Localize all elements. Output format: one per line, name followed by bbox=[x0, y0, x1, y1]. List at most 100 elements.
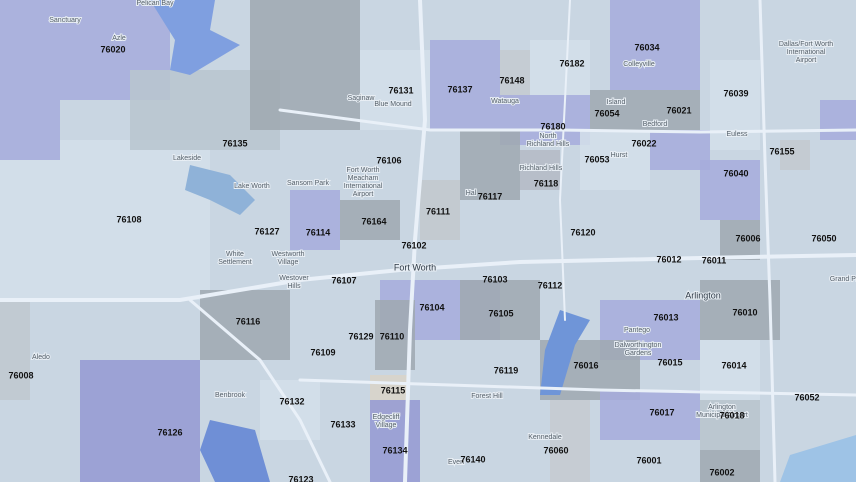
zip-label: 76011 bbox=[702, 255, 727, 265]
zip-region bbox=[820, 100, 856, 140]
zip-label: 76115 bbox=[381, 385, 406, 395]
place-label: Westworth bbox=[272, 251, 305, 258]
zip-region bbox=[600, 390, 700, 440]
place-label: Saginaw bbox=[348, 95, 376, 102]
zip-label: 76018 bbox=[719, 410, 744, 420]
zip-label: 76001 bbox=[636, 455, 661, 465]
zip-label: 76012 bbox=[656, 254, 681, 264]
place-label: Grand Pr bbox=[830, 276, 856, 283]
place-label: Sanctuary bbox=[49, 17, 81, 24]
place-label: Village bbox=[376, 422, 397, 429]
place-label: Colleyville bbox=[623, 61, 655, 68]
place-label: Watauga bbox=[491, 98, 519, 105]
zip-label: 76182 bbox=[559, 58, 584, 68]
zip-region bbox=[460, 130, 520, 200]
place-label: Richland Hills bbox=[520, 165, 563, 172]
place-label: Sansom Park bbox=[287, 180, 330, 187]
zip-label: 76020 bbox=[100, 44, 125, 54]
zip-label: 76126 bbox=[157, 427, 182, 437]
zip-region bbox=[710, 60, 760, 150]
zip-label: 76148 bbox=[499, 75, 524, 85]
zip-label: 76008 bbox=[8, 370, 33, 380]
zip-label: 76129 bbox=[348, 331, 373, 341]
place-label: Airport bbox=[353, 191, 374, 198]
road bbox=[403, 0, 428, 482]
zip-region bbox=[360, 50, 430, 130]
zip-label: 76103 bbox=[482, 274, 507, 284]
zip-label: 76040 bbox=[723, 168, 748, 178]
zip-region bbox=[420, 180, 460, 240]
zip-label: 76117 bbox=[478, 191, 503, 201]
city-label: Fort Worth bbox=[394, 262, 436, 272]
place-label: Aledo bbox=[32, 354, 50, 361]
zip-label: 76017 bbox=[649, 407, 674, 417]
zip-label: 76102 bbox=[401, 240, 426, 250]
zip-region bbox=[260, 380, 320, 440]
zip-label: 76050 bbox=[811, 233, 836, 243]
place-label: Azle bbox=[112, 35, 126, 42]
zip-region bbox=[700, 280, 780, 340]
zip-label: 76039 bbox=[723, 88, 748, 98]
zip-label: 76123 bbox=[288, 474, 313, 482]
road bbox=[188, 298, 332, 482]
road bbox=[758, 0, 777, 482]
zip-label: 76164 bbox=[361, 216, 386, 226]
place-label: Settlement bbox=[218, 259, 252, 266]
eagle-mountain-lake bbox=[150, 0, 240, 75]
zip-label: 76107 bbox=[331, 275, 356, 285]
zip-region bbox=[700, 450, 760, 482]
place-label: Edgecliff bbox=[373, 414, 400, 421]
zip-region bbox=[780, 140, 810, 170]
place-label: Forest Hill bbox=[471, 393, 503, 400]
zip-label: 76015 bbox=[657, 357, 682, 367]
place-label: Hurst bbox=[611, 152, 628, 159]
zip-region bbox=[0, 160, 60, 300]
place-label: North bbox=[539, 133, 556, 140]
zip-label: 76022 bbox=[631, 138, 656, 148]
place-label: International bbox=[344, 183, 383, 190]
road bbox=[278, 108, 856, 134]
zip-region bbox=[290, 190, 340, 250]
zip-region bbox=[520, 150, 560, 190]
place-label: Dalworthington bbox=[615, 342, 662, 349]
city-label: Arlington bbox=[685, 290, 721, 300]
zip-label: 76127 bbox=[254, 226, 279, 236]
place-label: Pantego bbox=[624, 327, 650, 334]
zip-label: 76010 bbox=[732, 307, 757, 317]
zip-label: 76133 bbox=[330, 419, 355, 429]
zip-region bbox=[530, 40, 590, 100]
place-label: Dallas/Fort Worth bbox=[779, 41, 833, 48]
zip-region bbox=[700, 340, 760, 400]
place-label: Blue Mound bbox=[374, 101, 411, 108]
zip-region bbox=[60, 140, 210, 300]
zip-region bbox=[590, 90, 700, 130]
zip-label: 76052 bbox=[794, 392, 819, 402]
place-label: Village bbox=[278, 259, 299, 266]
zip-label: 76116 bbox=[236, 316, 261, 326]
zip-region bbox=[250, 0, 360, 130]
place-label: Richland Hills bbox=[527, 141, 570, 148]
place-label: Hills bbox=[287, 283, 301, 290]
place-label: Lakeside bbox=[173, 155, 201, 162]
lake-worth bbox=[185, 165, 255, 215]
place-label: Lake Worth bbox=[234, 183, 270, 190]
place-label: White bbox=[226, 251, 244, 258]
zip-label: 76118 bbox=[534, 178, 559, 188]
place-label: Bedford bbox=[643, 121, 668, 128]
zip-label: 76119 bbox=[494, 365, 519, 375]
zip-label: 76108 bbox=[116, 214, 141, 224]
zip-label: 76135 bbox=[222, 138, 247, 148]
place-label: Airport bbox=[796, 57, 817, 64]
zip-label: 76180 bbox=[540, 121, 565, 131]
zip-label: 76014 bbox=[721, 360, 746, 370]
place-label: Benbrook bbox=[215, 392, 245, 399]
benbrook-lake bbox=[200, 420, 270, 482]
place-label: Fort Worth bbox=[347, 167, 380, 174]
place-label: Island bbox=[607, 99, 626, 106]
zip-label: 76137 bbox=[447, 84, 472, 94]
zip-region bbox=[700, 400, 760, 450]
joe-pool-lake bbox=[780, 435, 856, 482]
place-label: Arlington bbox=[708, 404, 736, 411]
